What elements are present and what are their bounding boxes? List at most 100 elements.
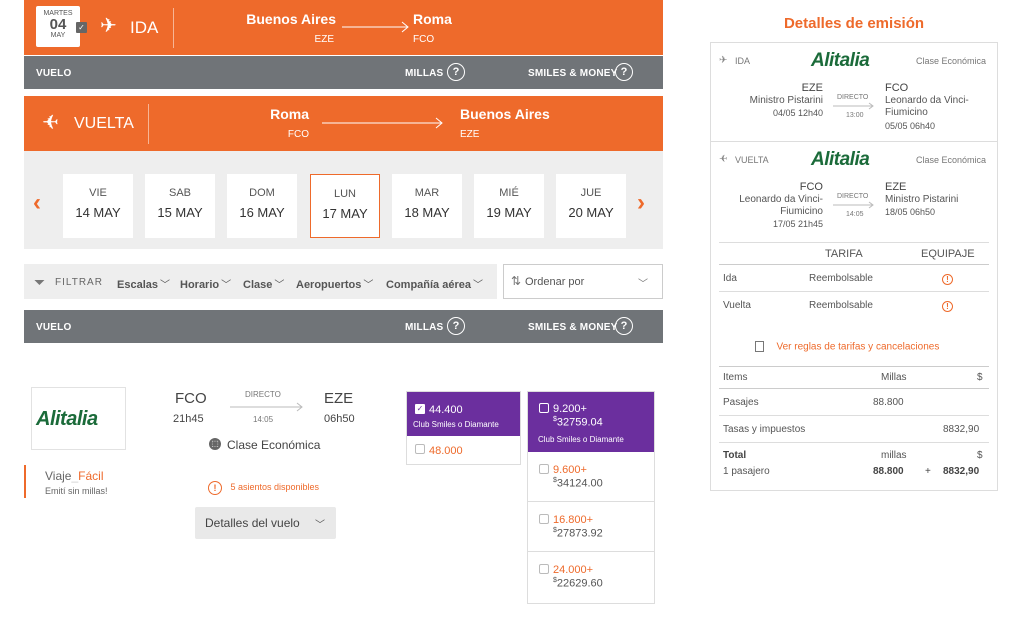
money-amount: 32759.04 (556, 416, 603, 429)
miles-value: 44.400 (429, 404, 463, 416)
from-datetime: 17/05 21h45 (772, 219, 823, 229)
date-value: 17 MAY (322, 206, 368, 221)
date-weekday: DOM (249, 187, 275, 199)
filter-escalas-label: Escalas (117, 279, 158, 291)
equipaje-header: EQUIPAJE (921, 248, 975, 260)
ida-label: IDA (130, 18, 159, 37)
row-tarifa: Reembolsable (809, 273, 873, 284)
smiles-money-help-icon[interactable]: ? (615, 317, 633, 335)
millas-help-icon[interactable]: ? (447, 317, 465, 335)
to-datetime: 05/05 06h40 (885, 121, 936, 131)
tasas-row: Tasas y impuestos 8832,90 (719, 416, 989, 443)
money-amount: 27873.92 (556, 527, 603, 540)
date-value: 15 MAY (157, 205, 203, 220)
to-name: Leonardo da Vinci- (885, 95, 969, 106)
total-label: Total (723, 450, 747, 461)
route-arrow (322, 117, 443, 129)
rules-link-label: Ver reglas de tarifas y cancelaciones (776, 341, 940, 353)
seats-available: 5 asientos disponibles (230, 481, 320, 492)
stops: DIRECTO (837, 193, 869, 200)
chevron-down-icon: ﹀ (638, 279, 648, 290)
sort-dropdown[interactable]: ⇅ Ordenar por ﹀ (503, 264, 663, 299)
money-value: $34124.00 (553, 477, 603, 490)
filter-horario[interactable]: Horario ﹀ (180, 276, 231, 291)
date-option-lun-selected[interactable]: LUN 17 MAY (310, 174, 380, 238)
flight-stops: DIRECTO (245, 390, 281, 399)
flight-details-button[interactable]: Detalles del vuelo ﹀ (195, 507, 336, 539)
money-value: $22629.60 (553, 577, 603, 590)
warning-icon[interactable]: ! (942, 274, 953, 285)
millas-help-icon[interactable]: ? (447, 63, 465, 81)
money-value: $27873.92 (553, 527, 603, 540)
calendar-check-icon: ✓ (76, 22, 87, 33)
total-money-unit: $ (977, 450, 983, 461)
summary-panel: ✈ IDA Alitalia Clase Económica EZE Minis… (710, 42, 998, 491)
filter-clase-label: Clase (243, 279, 273, 291)
flight-from-time: 21h45 (173, 413, 204, 425)
date-option-mar[interactable]: MAR 18 MAY (392, 174, 462, 238)
date-weekday: MARTES (43, 10, 73, 17)
filter-funnel-icon: ⏷ (34, 274, 46, 290)
ida-to-code: FCO (413, 34, 435, 45)
chevron-down-icon: ﹀ (363, 280, 374, 291)
prev-date-arrow[interactable]: ‹ (33, 189, 41, 216)
money-option[interactable]: 16.800+ $27873.92 (528, 502, 654, 552)
date-value: 20 MAY (568, 205, 614, 220)
warning-icon[interactable]: ! (942, 301, 953, 312)
chevron-down-icon: ﹀ (472, 280, 483, 291)
rules-link[interactable]: Ver reglas de tarifas y cancelaciones (755, 338, 939, 356)
from-code: FCO (799, 181, 823, 193)
tarifa-row-vuelta: Vuelta Reembolsable ! (719, 292, 989, 319)
tarifa-header-row: TARIFA EQUIPAJE (719, 242, 989, 265)
segment-label: VUELTA (735, 155, 769, 165)
seat-icon: ⬚ (209, 438, 221, 450)
date-value: 16 MAY (239, 205, 285, 220)
money-option[interactable]: 24.000+ $22629.60 (528, 552, 654, 603)
date-option-mie[interactable]: MIÉ 19 MAY (474, 174, 544, 238)
date-weekday: LUN (333, 188, 356, 200)
promo-title-b: Fácil (78, 469, 104, 483)
duration: 13:00 (846, 112, 864, 119)
tasas-money: 8832,90 (943, 424, 980, 435)
plane-takeoff-icon: ✈ (100, 15, 117, 37)
money-option-selected[interactable]: 9.200+ $32759.04 Club Smiles o Diamante (528, 392, 654, 452)
row-label: Vuelta (723, 300, 751, 311)
route-arrow (230, 402, 303, 412)
money-option[interactable]: 9.600+ $34124.00 (528, 452, 654, 502)
miles-option-selected[interactable]: ✓ 44.400 Club Smiles o Diamante (407, 392, 520, 436)
plus-sign: + (925, 466, 931, 477)
flight-to-code: EZE (324, 390, 354, 407)
filter-compania[interactable]: Compañía aérea ﹀ (386, 276, 483, 291)
pasajes-millas: 88.800 (873, 397, 904, 408)
smiles-money-help-icon[interactable]: ? (615, 63, 633, 81)
airline-logo-box: Alitalia (31, 387, 126, 450)
chevron-down-icon: ﹀ (221, 280, 232, 291)
tarifa-header: TARIFA (825, 248, 863, 260)
date-option-jue[interactable]: JUE 20 MAY (556, 174, 626, 238)
cabin-class: Clase Económica (916, 56, 987, 66)
vuelta-from-city: Roma (270, 106, 309, 122)
date-option-sab[interactable]: SAB 15 MAY (145, 174, 215, 238)
alitalia-logo: Alitalia (36, 408, 98, 430)
date-day: 04 (49, 16, 67, 33)
filter-escalas[interactable]: Escalas ﹀ (117, 276, 170, 291)
money-prices-box: 9.200+ $32759.04 Club Smiles o Diamante … (527, 391, 655, 604)
route-arrow (833, 102, 874, 110)
filter-aeropuertos[interactable]: Aeropuertos ﹀ (296, 276, 373, 291)
checkbox-icon (539, 564, 549, 574)
miles-value: 9.200+ (553, 403, 587, 415)
next-date-arrow[interactable]: › (637, 189, 645, 216)
miles-option[interactable]: 48.000 (407, 436, 520, 464)
ida-bar: MARTES 04 MAY ✓ ✈ IDA Buenos Aires EZE R… (24, 0, 663, 55)
filter-label[interactable]: FILTRAR (55, 277, 103, 288)
date-option-vie[interactable]: VIE 14 MAY (63, 174, 133, 238)
vuelta-bar: ✈ VUELTA Roma FCO Buenos Aires EZE (24, 96, 663, 151)
plane-icon: ✈ (719, 55, 728, 66)
col-smiles-money: SMILES & MONEY (528, 322, 618, 333)
filter-aeropuertos-label: Aeropuertos (296, 279, 362, 291)
from-name: Leonardo da Vinci- (739, 194, 823, 205)
date-option-dom[interactable]: DOM 16 MAY (227, 174, 297, 238)
total-row: Total millas $ 1 pasajero 88.800 + 8832,… (719, 443, 989, 483)
filter-clase[interactable]: Clase ﹀ (243, 276, 284, 291)
chevron-down-icon: ﹀ (315, 520, 325, 531)
